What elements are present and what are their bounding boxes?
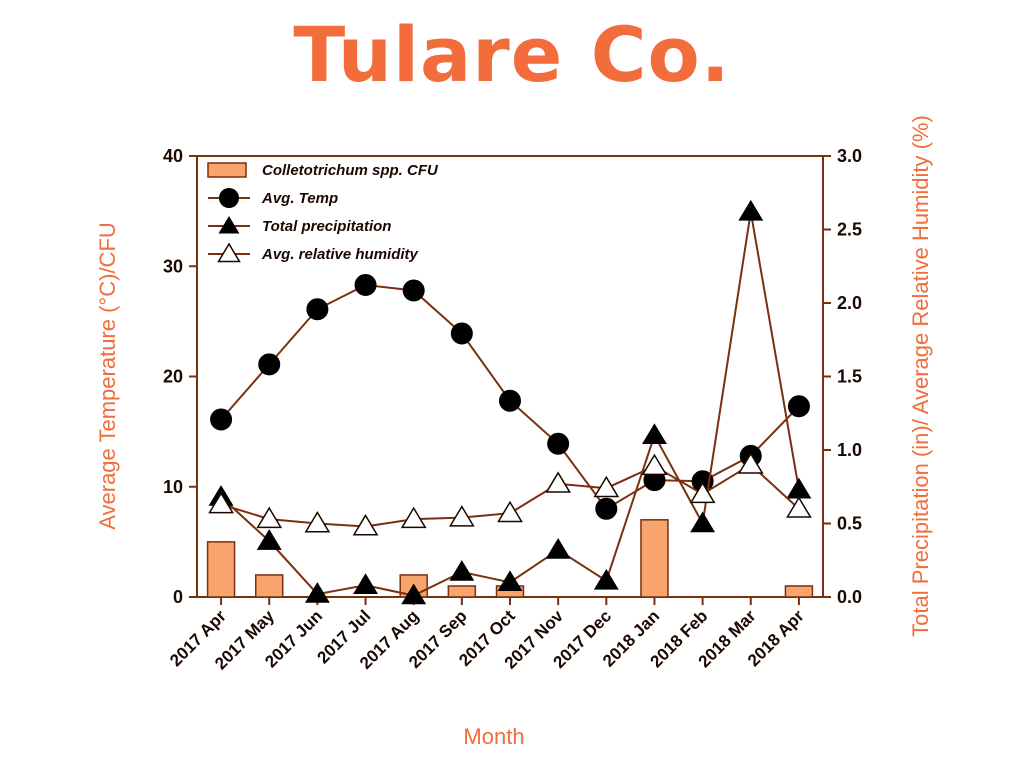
y-right-tick-label: 1.5: [837, 367, 862, 387]
cfu-bar: [254, 574, 284, 598]
temp-point: [258, 353, 281, 376]
y-left-tick-label: 10: [163, 477, 183, 497]
temp-point: [402, 279, 425, 302]
precip-point: [545, 537, 571, 559]
temp-point: [450, 322, 473, 345]
precip-point: [690, 511, 716, 533]
legend-label: Avg. relative humidity: [261, 246, 419, 263]
cfu-bar: [447, 585, 477, 598]
precip-point: [786, 477, 812, 499]
humidity-point: [497, 500, 523, 523]
humidity-point: [786, 496, 812, 518]
humidity-point: [545, 471, 572, 493]
humidity-point: [208, 491, 234, 514]
legend-swatch-cfu: [207, 162, 247, 178]
humidity-point: [256, 506, 283, 529]
temp-point: [306, 298, 329, 321]
humidity-point: [352, 513, 379, 536]
legend-label: Avg. Temp: [261, 190, 338, 207]
precip-point: [497, 570, 523, 592]
legend-marker-precip: [218, 216, 240, 234]
humidity-point: [304, 511, 331, 533]
y-left-tick-label: 20: [163, 367, 183, 387]
precip-point: [401, 583, 427, 605]
legend: Colletotrichum spp. CFU Avg. Temp Total pr…: [207, 162, 439, 263]
legend-marker-temp: [219, 188, 239, 208]
humidity-point: [448, 505, 475, 527]
temp-point: [499, 389, 521, 412]
y-left-tick-label: 30: [163, 256, 183, 276]
y-right-tick-label: 1.0: [837, 440, 862, 460]
y-right-tick-label: 2.0: [837, 293, 862, 313]
precip-point: [449, 560, 475, 581]
y-right-tick-label: 2.5: [837, 220, 862, 240]
y-left-tick-label: 0: [173, 587, 183, 607]
temp-point: [595, 497, 618, 520]
precip-point: [593, 568, 619, 590]
legend-label: Total precipitation: [262, 218, 391, 235]
precip-point: [642, 423, 667, 445]
y-left-tick-label: 40: [163, 146, 183, 166]
precip-point: [353, 573, 378, 594]
y-axis-title-left: Average Temperature (°C)/CFU: [95, 222, 120, 530]
temp-point: [354, 273, 377, 296]
precip-point: [304, 582, 330, 603]
y-right-tick-label: 0.5: [837, 514, 862, 534]
cfu-bar: [784, 585, 814, 598]
y-axis-title-right: Total Precipitation (in)/ Average Relati…: [908, 115, 933, 637]
legend-label: Colletotrichum spp. CFU: [262, 162, 439, 179]
precip-point: [738, 199, 764, 221]
temp-point: [210, 408, 233, 431]
cfu-bar: [206, 541, 236, 598]
y-right-tick-label: 0.0: [837, 587, 862, 607]
humidity-point: [737, 452, 764, 474]
humidity-point: [689, 481, 716, 504]
y-right-tick-label: 3.0: [837, 146, 862, 166]
legend-marker-humidity: [217, 242, 241, 263]
x-axis-title: Month: [463, 724, 524, 749]
chart-title: Tulare Co.: [293, 10, 731, 99]
temp-point: [787, 395, 810, 418]
humidity-point: [400, 506, 427, 529]
humidity-point: [593, 475, 620, 498]
precip-point: [256, 529, 282, 550]
humidity-point: [641, 453, 668, 476]
cfu-bar: [640, 519, 669, 598]
temp-point: [547, 432, 570, 455]
